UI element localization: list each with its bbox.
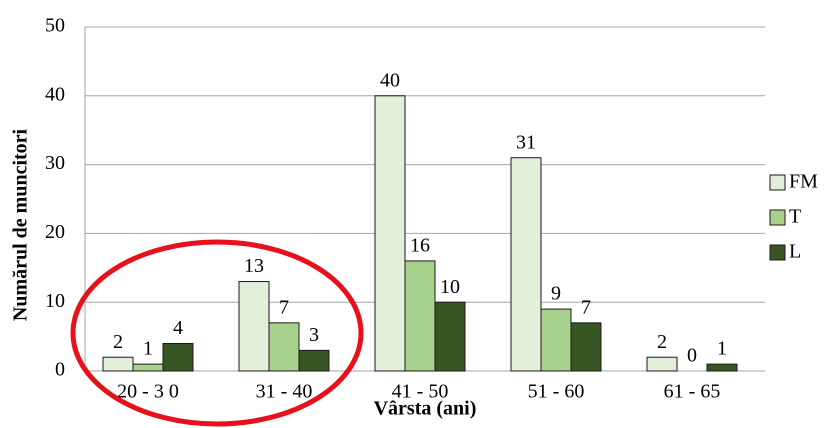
legend-label: FM	[789, 171, 818, 193]
bar	[162, 342, 194, 372]
bar	[374, 95, 406, 372]
legend-swatch	[769, 244, 786, 261]
legend-label: T	[789, 206, 801, 228]
bar	[646, 356, 678, 372]
bar	[132, 363, 164, 372]
y-tick-label: 0	[55, 359, 65, 381]
legend-label: L	[789, 241, 801, 263]
y-axis-label: Numărul de muncitori	[10, 128, 32, 321]
data-label: 1	[717, 338, 727, 360]
bar	[434, 301, 466, 372]
data-label: 40	[380, 69, 400, 91]
data-label: 3	[309, 324, 319, 346]
bar	[298, 349, 330, 372]
x-tick-label: 41 - 50	[392, 381, 449, 403]
y-tick-label: 30	[45, 152, 65, 174]
bar	[540, 308, 572, 372]
data-label: 2	[657, 331, 667, 353]
data-label: 7	[279, 296, 289, 318]
bar	[510, 157, 542, 372]
data-label: 9	[551, 283, 561, 305]
data-label: 31	[516, 131, 536, 153]
y-tick-label: 10	[45, 290, 65, 312]
data-label: 13	[244, 255, 264, 277]
y-tick-label: 20	[45, 221, 65, 243]
data-label: 16	[410, 235, 430, 257]
bar	[268, 322, 300, 372]
x-tick-label: 20 - 3 0	[117, 381, 179, 403]
y-tick-label: 40	[45, 83, 65, 105]
bar	[404, 260, 436, 372]
data-label: 10	[440, 276, 460, 298]
data-label: 2	[113, 331, 123, 353]
bar	[570, 322, 602, 372]
legend-swatch	[769, 209, 786, 226]
bar	[706, 363, 738, 372]
x-tick-label: 61 - 65	[664, 381, 721, 403]
x-tick-label: 51 - 60	[528, 381, 585, 403]
x-tick-label: 31 - 40	[256, 381, 313, 403]
bar	[238, 281, 270, 372]
y-tick-label: 50	[45, 15, 65, 37]
data-label: 7	[581, 296, 591, 318]
data-label: 0	[687, 345, 697, 367]
x-axis-label: Vârsta (ani)	[374, 398, 477, 420]
data-label: 1	[143, 338, 153, 360]
legend-swatch	[769, 174, 786, 191]
bar	[102, 356, 134, 372]
highlight-ellipse	[70, 239, 364, 427]
data-label: 4	[173, 317, 183, 339]
